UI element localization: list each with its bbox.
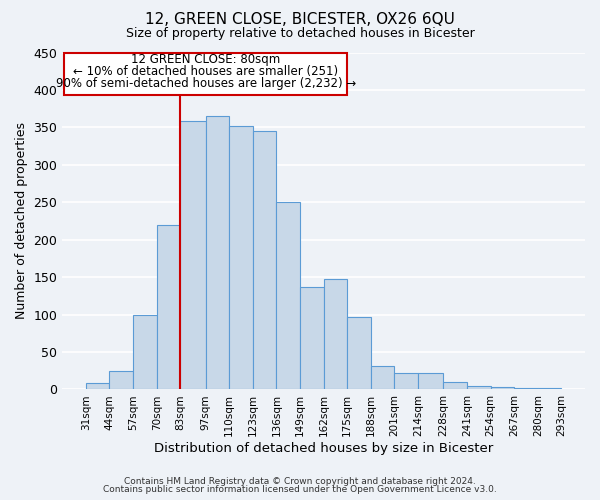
- Bar: [109, 370, 133, 390]
- Text: Contains HM Land Registry data © Crown copyright and database right 2024.: Contains HM Land Registry data © Crown c…: [124, 477, 476, 486]
- FancyBboxPatch shape: [64, 52, 347, 95]
- Bar: [86, 384, 109, 390]
- Text: Size of property relative to detached houses in Bicester: Size of property relative to detached ho…: [125, 28, 475, 40]
- Text: 12, GREEN CLOSE, BICESTER, OX26 6QU: 12, GREEN CLOSE, BICESTER, OX26 6QU: [145, 12, 455, 28]
- Bar: [418, 373, 443, 390]
- Bar: [206, 116, 229, 390]
- Y-axis label: Number of detached properties: Number of detached properties: [15, 122, 28, 320]
- Bar: [323, 278, 347, 390]
- Bar: [514, 388, 538, 390]
- Text: 12 GREEN CLOSE: 80sqm: 12 GREEN CLOSE: 80sqm: [131, 54, 280, 66]
- Bar: [538, 388, 562, 390]
- Bar: [277, 202, 300, 390]
- Bar: [443, 382, 467, 390]
- Bar: [394, 373, 418, 390]
- Bar: [371, 366, 394, 390]
- Bar: [133, 314, 157, 390]
- Bar: [180, 122, 206, 390]
- Text: ← 10% of detached houses are smaller (251): ← 10% of detached houses are smaller (25…: [73, 66, 338, 78]
- Bar: [467, 386, 491, 390]
- Bar: [157, 224, 180, 390]
- Bar: [229, 126, 253, 390]
- Text: 90% of semi-detached houses are larger (2,232) →: 90% of semi-detached houses are larger (…: [56, 78, 356, 90]
- Bar: [253, 131, 277, 390]
- Bar: [491, 387, 514, 390]
- Bar: [300, 287, 323, 390]
- X-axis label: Distribution of detached houses by size in Bicester: Distribution of detached houses by size …: [154, 442, 493, 455]
- Bar: [347, 317, 371, 390]
- Text: Contains public sector information licensed under the Open Government Licence v3: Contains public sector information licen…: [103, 485, 497, 494]
